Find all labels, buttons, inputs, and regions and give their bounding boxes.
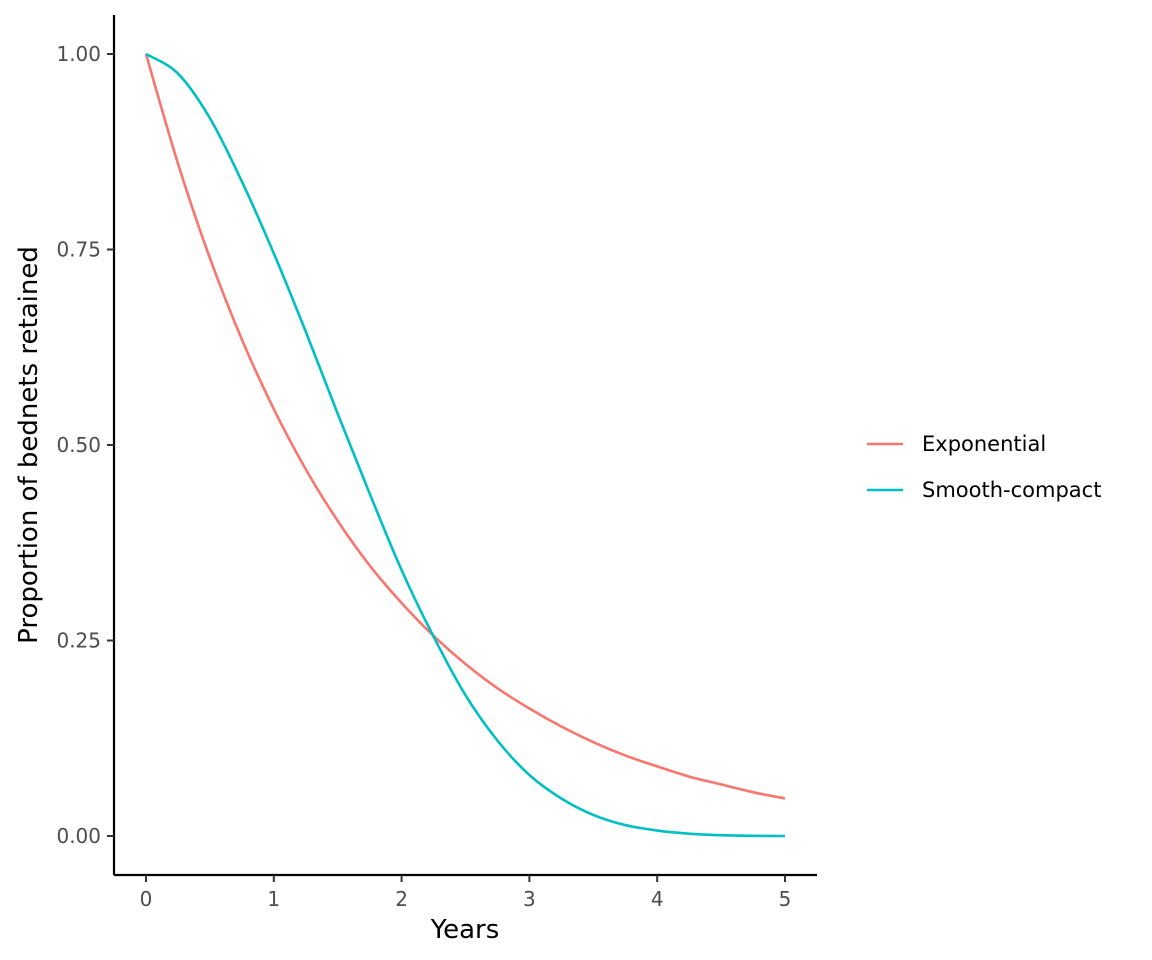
x-tick-label: 1	[267, 887, 280, 911]
x-tick-label: 0	[140, 887, 153, 911]
series-lines	[144, 52, 786, 838]
x-tick-label: 2	[395, 887, 408, 911]
x-tick-label: 4	[651, 887, 664, 911]
y-ticks: 0.00 0.25 0.50 0.75 1.00	[56, 42, 114, 848]
y-tick-label: 1.00	[56, 42, 101, 66]
y-tick-label: 0.50	[56, 433, 101, 457]
y-axis-title: Proportion of bednets retained	[14, 246, 44, 644]
x-tick-label: 3	[523, 887, 536, 911]
legend-item-exponential: Exponential	[867, 432, 1046, 456]
legend: Exponential Smooth-compact	[867, 432, 1101, 502]
series-line-smooth-compact	[145, 52, 786, 838]
legend-label: Smooth-compact	[922, 478, 1101, 502]
series-line-exponential	[144, 53, 786, 800]
legend-label: Exponential	[922, 432, 1046, 456]
axes	[112, 15, 817, 877]
y-tick-label: 0.00	[56, 824, 101, 848]
y-tick-label: 0.25	[56, 629, 101, 653]
legend-item-smooth-compact: Smooth-compact	[867, 478, 1101, 502]
x-tick-label: 5	[779, 887, 792, 911]
x-axis-title: Years	[430, 915, 500, 945]
y-tick-label: 0.75	[56, 238, 101, 262]
x-ticks: 0 1 2 3 4 5	[140, 875, 792, 911]
